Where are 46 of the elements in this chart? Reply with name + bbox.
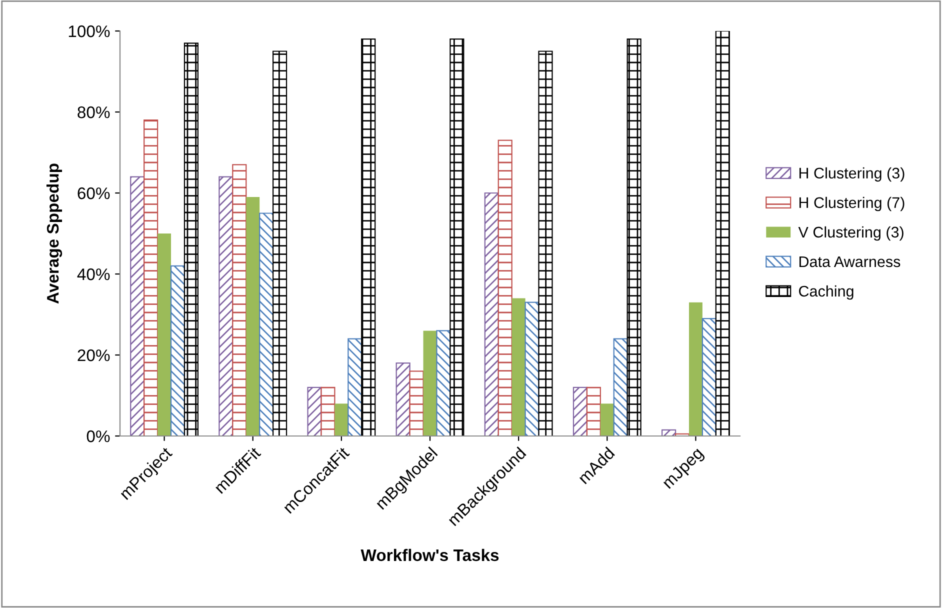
x-axis-title: Workflow's Tasks [360,548,499,562]
bar [158,234,172,436]
bar [259,212,274,436]
legend-label: Data Awarness [799,256,900,268]
y-axis-title: Average Sppedup [46,164,62,304]
y-tick-label: 0% [86,430,110,442]
bar [626,38,642,436]
bar [170,265,186,436]
bar [484,192,499,436]
bar [361,38,376,436]
bar [586,386,601,436]
bar [512,298,526,436]
bar [396,362,410,436]
bar [184,42,198,436]
bar [423,330,437,436]
y-tick-label: 100% [68,25,110,38]
y-tick-label: 60% [78,187,110,200]
y-tick-label: 20% [78,349,110,362]
bar [498,140,512,436]
bar [436,330,451,436]
bar [334,404,348,436]
bar [218,176,234,436]
bar [688,302,702,436]
bar [702,318,716,436]
y-tick-label: 40% [77,268,110,280]
bar [232,164,247,436]
legend-label: H Clustering (7) [799,196,904,212]
bar [600,404,614,436]
bar [524,302,540,436]
bar [246,197,260,436]
bar [320,386,336,436]
bar [307,386,322,436]
legend-label: H Clustering (3) [799,167,904,182]
y-tick-label: 80% [78,106,110,118]
bar [450,38,464,436]
bar [272,50,288,436]
bar [715,31,730,436]
bar [348,338,362,436]
bar [144,120,158,436]
bar [538,50,553,436]
legend-label: V Clustering (3) [798,226,904,241]
bar [572,386,588,436]
bar [613,338,628,436]
bar [130,176,145,436]
bar [409,370,424,436]
legend-label: Caching [799,285,854,300]
